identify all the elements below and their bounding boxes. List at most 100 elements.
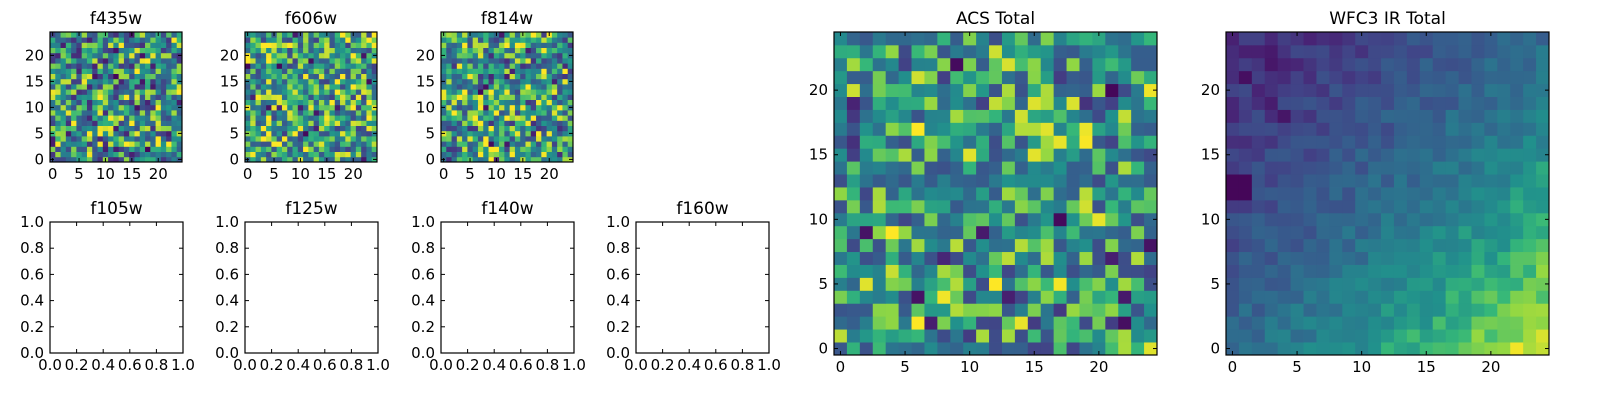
- heatmap-cell: [451, 73, 458, 80]
- heatmap-cell: [97, 125, 104, 132]
- heatmap-cell: [467, 151, 474, 158]
- heatmap-cell: [483, 58, 489, 64]
- heatmap-cell: [155, 58, 162, 64]
- heatmap-cell: [76, 136, 83, 142]
- heatmap-cell: [340, 120, 346, 126]
- heatmap-cell: [456, 141, 463, 147]
- heatmap-cell: [520, 136, 526, 142]
- heatmap-cell: [834, 316, 848, 330]
- heatmap-cell: [1355, 135, 1369, 149]
- heatmap-cell: [441, 120, 447, 126]
- heatmap-cell: [81, 37, 88, 43]
- heatmap-cell: [911, 264, 925, 278]
- heatmap-cell: [292, 42, 299, 48]
- heatmap-cell: [1040, 44, 1055, 59]
- heatmap-cell: [1001, 122, 1016, 136]
- heatmap-cell: [509, 125, 516, 132]
- heatmap-cell: [60, 78, 67, 85]
- heatmap-cell: [1510, 135, 1524, 149]
- heatmap-cell: [1144, 225, 1158, 240]
- heatmap-cell: [1329, 70, 1343, 85]
- heatmap-cell: [60, 110, 67, 116]
- heatmap-cell: [145, 94, 151, 100]
- heatmap-cell: [499, 125, 505, 132]
- heatmap-cell: [834, 44, 848, 59]
- heatmap-cell: [145, 58, 151, 64]
- heatmap-cell: [92, 42, 98, 48]
- panel-title: f105w: [90, 199, 142, 219]
- heatmap-cell: [324, 42, 330, 48]
- heatmap-cell: [924, 57, 938, 72]
- heatmap-cell: [1536, 238, 1550, 253]
- heatmap-cell: [150, 84, 156, 90]
- heatmap-cell: [1092, 32, 1106, 46]
- heatmap-cell: [113, 146, 120, 152]
- heatmap-cell: [1238, 83, 1253, 97]
- heatmap-cell: [139, 89, 146, 95]
- heatmap-cell: [557, 47, 563, 54]
- heatmap-cell: [976, 32, 990, 46]
- heatmap-cell: [250, 73, 256, 80]
- heatmap-cell: [937, 161, 951, 175]
- heatmap-cell: [340, 68, 346, 74]
- heatmap-cell: [276, 68, 283, 74]
- heatmap-cell: [446, 156, 452, 163]
- heatmap-cell: [350, 68, 357, 74]
- heatmap-cell: [266, 141, 272, 147]
- heatmap-cell: [271, 47, 278, 54]
- heatmap-cell: [245, 151, 251, 158]
- heatmap-cell: [71, 47, 77, 54]
- heatmap-cell: [313, 130, 320, 137]
- heatmap-cell: [155, 125, 162, 132]
- x-tick-label: 5: [900, 358, 910, 376]
- heatmap-cell: [81, 78, 88, 85]
- heatmap-cell: [834, 303, 848, 317]
- heatmap-cell: [1368, 316, 1382, 330]
- heatmap-cell: [1368, 148, 1382, 162]
- heatmap-cell: [166, 68, 172, 74]
- heatmap-cell: [456, 94, 463, 100]
- heatmap-cell: [113, 110, 120, 116]
- heatmap-cell: [499, 104, 505, 111]
- heatmap-cell: [446, 104, 452, 111]
- heatmap-cell: [340, 47, 346, 54]
- heatmap-cell: [937, 290, 951, 304]
- heatmap-cell: [297, 78, 304, 85]
- heatmap-cell: [118, 146, 125, 152]
- heatmap-cell: [1342, 264, 1356, 278]
- heatmap-cell: [446, 52, 452, 59]
- heatmap-cell: [499, 99, 505, 106]
- heatmap-cell: [514, 73, 521, 80]
- heatmap-cell: [546, 120, 553, 126]
- heatmap-cell: [1226, 44, 1240, 59]
- heatmap-cell: [92, 141, 98, 147]
- heatmap-cell: [250, 104, 256, 111]
- heatmap-cell: [276, 104, 283, 111]
- heatmap-cell: [546, 47, 553, 54]
- heatmap-cell: [329, 94, 336, 100]
- heatmap-cell: [329, 130, 336, 137]
- heatmap-cell: [963, 148, 977, 162]
- heatmap-cell: [514, 141, 521, 147]
- heatmap-cell: [898, 135, 912, 149]
- heatmap-cell: [355, 84, 362, 90]
- heatmap-cell: [308, 94, 315, 100]
- heatmap-cell: [355, 99, 362, 106]
- heatmap-cell: [1027, 83, 1042, 97]
- heatmap-cell: [834, 238, 848, 253]
- heatmap-cell: [1001, 70, 1016, 85]
- heatmap-cell: [1471, 161, 1485, 175]
- heatmap-cell: [562, 84, 569, 90]
- heatmap-cell: [483, 89, 489, 95]
- heatmap-cell: [477, 146, 484, 152]
- heatmap-cell: [467, 68, 474, 74]
- axes-frame: [244, 221, 379, 354]
- heatmap-cell: [50, 84, 56, 90]
- heatmap-cell: [118, 89, 125, 95]
- heatmap-cell: [1238, 32, 1253, 46]
- heatmap-cell: [1471, 70, 1485, 85]
- heatmap-cell: [50, 63, 56, 69]
- heatmap-cell: [499, 42, 505, 48]
- heatmap-cell: [1014, 174, 1029, 188]
- heatmap-cell: [451, 125, 458, 132]
